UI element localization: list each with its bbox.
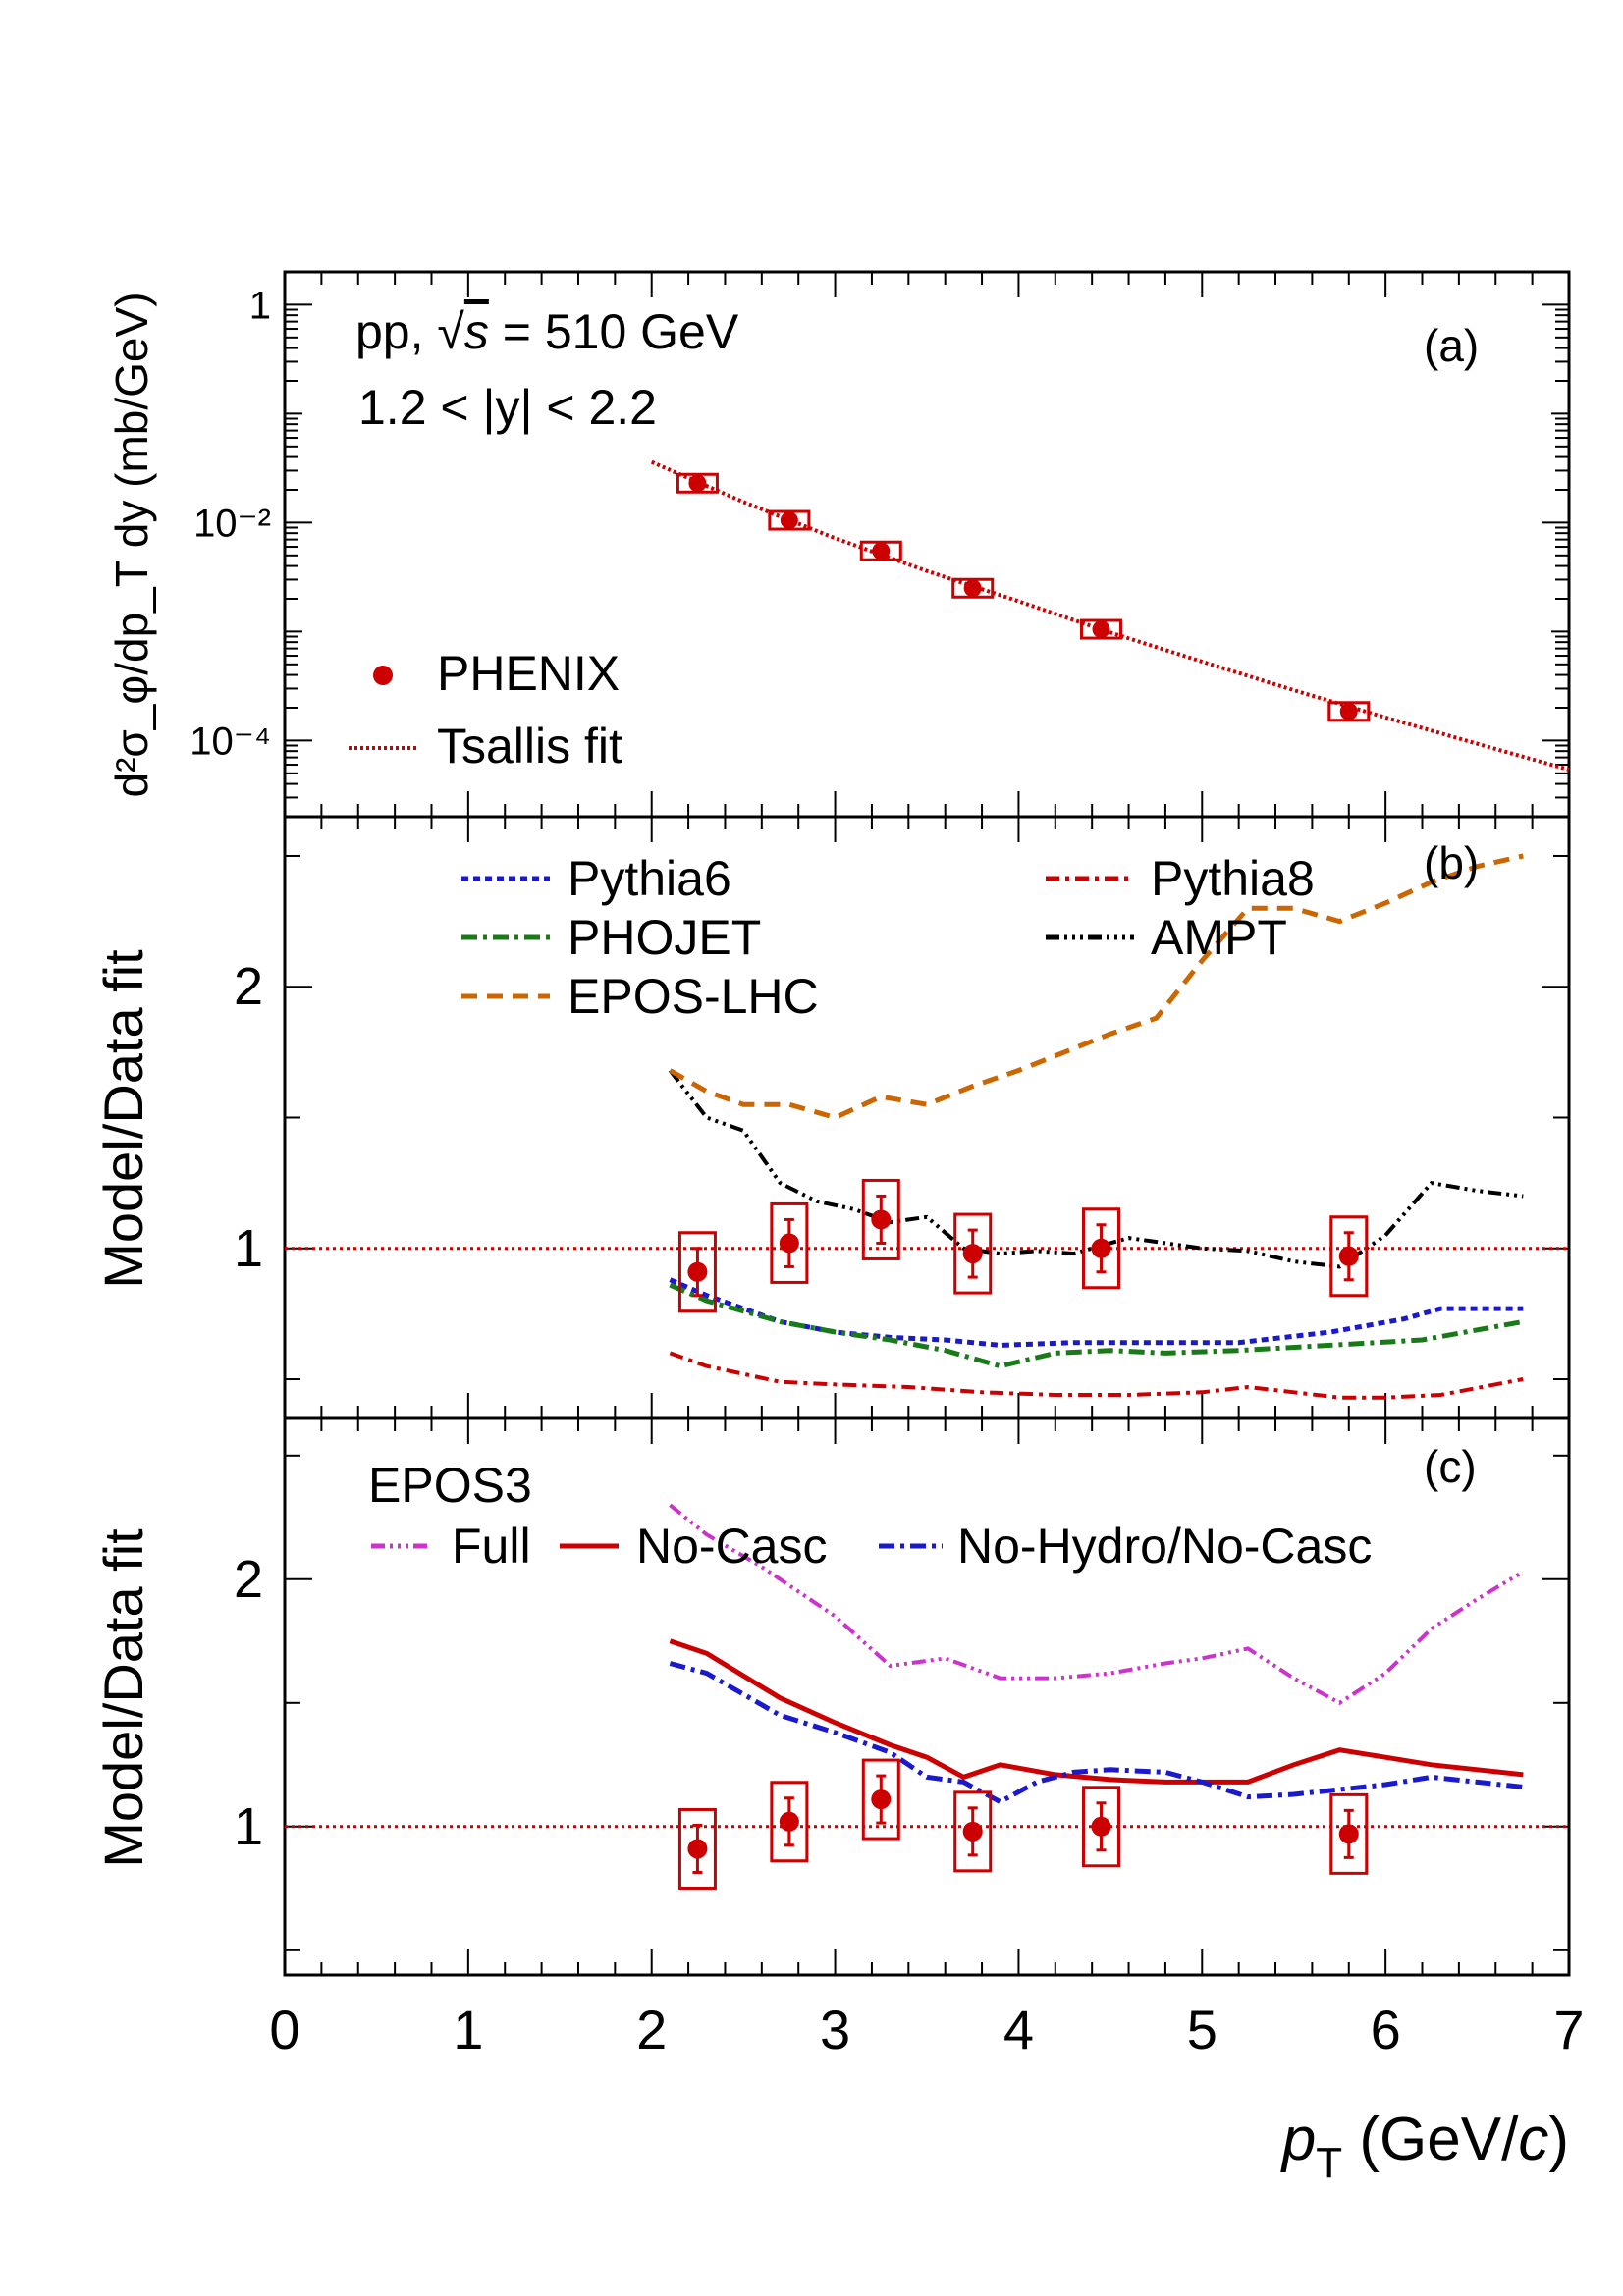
phenix-point [872,542,891,561]
legend-phenix-marker [373,666,393,685]
x-axis-title-unit-open: (GeV/ [1342,2106,1519,2173]
axis-ticks: 0 1 2 3 4 5 6 7 1 10⁻² 10⁻⁴ 1 2 1 2 [189,271,1585,2060]
legend-nocasc-label: No-Casc [636,1519,827,1574]
series-line-pythia6 [669,1277,1524,1348]
phenix-point [688,474,707,493]
energy-text: = 510 GeV [489,304,739,359]
ratio-point [779,1233,799,1254]
x-axis-title-unit-close: ) [1548,2106,1569,2173]
legend-nohydro-label: No-Hydro/No-Casc [957,1519,1372,1574]
y-tick-label-c: 2 [234,1550,263,1609]
model-lines [285,459,1570,1829]
series-line-ampt [668,1069,1524,1269]
ratio-point [1338,1824,1359,1844]
x-axis-title-sub: T [1316,2139,1342,2187]
ratio-point [687,1839,708,1859]
ratio-sys-box [1082,1207,1121,1290]
panel-c-tag: (c) [1424,1441,1477,1492]
ratio-point [1091,1816,1111,1837]
series-line-no-hydro-no-casc [669,1661,1524,1805]
phenix-point [1092,620,1110,639]
panel-a-system-label: pp, √s = 510 GeV [355,304,739,359]
legend-epos3-title: EPOS3 [368,1458,532,1513]
ratio-sys-box [861,1758,900,1841]
ratio-sys-box [1329,1215,1369,1298]
ratio-sys-box [1082,1786,1121,1868]
ratio-sys-box [953,1790,993,1873]
legend-ampt-label: AMPT [1151,910,1287,965]
x-tick-label: 6 [1371,1999,1401,2060]
phenix-point [780,511,798,530]
y-tick-label-a: 10⁻⁴ [189,720,271,763]
ratio-sys-box [861,1178,900,1260]
panel-b-ylabel: Model/Data fit [92,949,154,1289]
ratio-sys-box [953,1212,993,1295]
y-tick-label-a: 10⁻² [193,502,271,545]
series-line-full [669,1503,1525,1706]
x-tick-label: 5 [1187,1999,1217,2060]
legend-full-label: Full [452,1519,531,1574]
series-line-phojet [669,1282,1524,1369]
legend-phenix-label: PHENIX [437,646,620,701]
ratio-sys-box [1329,1792,1369,1875]
legend-tsallis-label: Tsallis fit [437,719,622,774]
ratio-sys-box [677,1231,717,1313]
panel-c-ylabel: Model/Data fit [92,1528,154,1868]
ratio-point [1091,1238,1111,1258]
panel-c-frame [283,1416,1571,1977]
panel-a-tag: (a) [1424,320,1479,371]
x-tick-label: 3 [820,1999,850,2060]
series-line-pythia8 [669,1351,1524,1400]
sqrt-sign: √ [437,304,464,359]
x-axis-title-p: p [1280,2106,1316,2173]
x-axis-title: pT (GeV/c) [1280,2106,1569,2187]
x-tick-label: 0 [269,1999,299,2060]
legend-pythia8-label: Pythia8 [1151,851,1315,906]
ratio-point [779,1811,799,1832]
ratio-sys-box [770,1781,809,1863]
y-tick-label-a: 1 [249,284,271,327]
legend-eposlhc-label: EPOS-LHC [568,969,819,1024]
ratio-point [687,1261,708,1282]
series-line-tsallis-fit [650,459,1570,773]
x-axis-title-unit-c: c [1518,2106,1548,2173]
ratio-point [871,1789,892,1810]
legend-pythia6-label: Pythia6 [568,851,731,906]
ratio-sys-box [677,1807,717,1890]
panel-a-rapidity-label: 1.2 < |y| < 2.2 [358,380,657,435]
y-tick-label-b: 2 [234,957,263,1016]
sqrt-s: s [464,304,489,359]
y-tick-label-b: 1 [234,1219,263,1278]
series-line-epos-lhc [669,853,1524,1121]
ratio-point [1338,1246,1359,1266]
phenix-point [1339,702,1358,721]
system-pp: pp, [355,304,437,359]
ratio-point [962,1244,983,1264]
panel-a-ylabel: d²σ_φ/dp_T dy (mb/GeV) [106,292,157,797]
panel-b-tag: (b) [1424,837,1479,888]
ratio-point [962,1821,983,1842]
legend-phojet-label: PHOJET [568,910,761,965]
ratio-sys-box [770,1201,809,1284]
x-tick-label: 2 [636,1999,667,2060]
ratio-point [871,1209,892,1230]
x-tick-label: 7 [1553,1999,1584,2060]
series-line-no-casc [669,1638,1524,1785]
phenix-point [963,579,982,598]
x-tick-label: 1 [453,1999,483,2060]
data-points [676,472,1371,1890]
y-tick-label-c: 1 [234,1797,263,1856]
x-tick-label: 4 [1003,1999,1034,2060]
